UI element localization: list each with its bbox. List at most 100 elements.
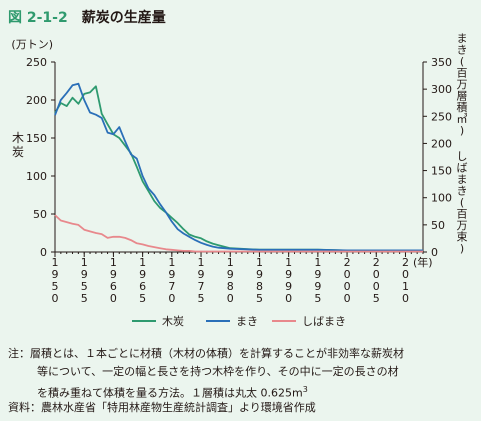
series-line-2: [54, 82, 423, 252]
right-axis-label-top-char: ): [460, 124, 464, 137]
note-line-1: 注：層積とは、１本ごとに材積（木材の体積）を計算することが非効率な薪炭材: [8, 347, 404, 360]
source-note: 資料：農林水産省「特用林産物生産統計調査」より環境省作成: [8, 401, 316, 414]
right-tick-label: 50: [431, 219, 445, 232]
x-tick-digit: 1: [52, 256, 59, 269]
x-tick-digit: 5: [198, 292, 205, 305]
left-tick-label: 250: [26, 56, 47, 69]
right-axis-label-top-char: (: [460, 55, 464, 68]
x-tick-digit: 0: [344, 280, 351, 293]
figure-number: 図 2-1-2: [8, 10, 68, 26]
x-tick-digit: 9: [168, 268, 175, 281]
x-tick-digit: 9: [285, 280, 292, 293]
right-axis-label-bottom: しばまき(百万束): [457, 150, 468, 255]
x-tick-digit: 1: [256, 256, 263, 269]
right-axis-label-top-char: 積: [457, 100, 468, 114]
legend-label-1: 木炭: [162, 315, 184, 328]
right-axis-label-bottom-char: ま: [457, 173, 468, 186]
left-axis-unit: (万トン): [11, 38, 53, 51]
x-tick-digit: 7: [168, 280, 175, 293]
right-tick-label: 150: [431, 165, 452, 178]
right-axis-label-bottom-char: 百: [457, 208, 468, 221]
x-tick-digit: 0: [168, 292, 175, 305]
left-tick-label: 0: [40, 246, 47, 259]
x-tick-digit: 9: [256, 268, 263, 281]
x-tick-digit: 1: [81, 256, 88, 269]
x-tick-digit: 1: [198, 256, 205, 269]
right-tick-label: 200: [431, 137, 452, 150]
x-tick-digit: 2: [373, 256, 380, 269]
figure-title: 図 2-1-2 薪炭の生産量: [8, 7, 166, 27]
series-line-1: [54, 85, 423, 252]
right-tick-label: 300: [431, 83, 452, 96]
x-tick-digit: 1: [402, 280, 409, 293]
x-tick-digit: 0: [227, 292, 234, 305]
chart-legend: 木炭 まき しばまき: [132, 315, 346, 328]
x-tick-digit: 9: [139, 268, 146, 281]
x-tick-digit: 6: [139, 280, 146, 293]
x-tick-digit: 8: [227, 280, 234, 293]
x-tick-digit: 0: [402, 292, 409, 305]
x-tick-digit: 9: [227, 268, 234, 281]
x-tick-digit: 0: [344, 268, 351, 281]
x-tick-digit: 9: [314, 280, 321, 293]
x-tick-digit: 1: [168, 256, 175, 269]
right-axis-label-top-char: き: [457, 44, 468, 57]
series-line-3: [54, 214, 423, 253]
right-axis-label-bottom-char: ば: [457, 162, 468, 175]
x-tick-digit: 5: [52, 280, 59, 293]
chart-series: [54, 82, 423, 253]
right-axis-label-bottom-char: し: [457, 150, 468, 163]
left-tick-label: 100: [26, 170, 47, 183]
x-tick-digit: 5: [314, 292, 321, 305]
left-tick-label: 50: [33, 208, 47, 221]
right-tick-label: 0: [431, 246, 438, 259]
note-line-2: 等について、一定の幅と長さを持つ木枠を作り、その中に一定の長さの材: [37, 365, 399, 378]
x-tick-digit: 0: [110, 292, 117, 305]
x-tick-digit: 9: [81, 268, 88, 281]
right-tick-label: 100: [431, 192, 452, 205]
right-axis-label-bottom-char: き: [457, 185, 468, 198]
right-axis-label-bottom-char: 束: [457, 231, 468, 244]
right-axis-label-bottom-char: (: [460, 196, 464, 209]
x-tick-digit: 9: [314, 268, 321, 281]
note-line-3: を積み重ねて体積を量る方法。１層積は丸太 0.625m3: [37, 381, 308, 403]
left-axis-label: 木炭: [12, 131, 24, 159]
x-tick-digit: 1: [285, 256, 292, 269]
legend-label-2: まき: [236, 315, 258, 328]
right-axis-label-top-char: 層: [457, 90, 468, 103]
left-tick-label: 200: [26, 94, 47, 107]
x-tick-digit: 0: [52, 292, 59, 305]
right-tick-label: 350: [431, 56, 452, 69]
x-tick-digit: 1: [139, 256, 146, 269]
right-axis-label-top-char: 万: [457, 78, 468, 91]
left-axis-char: 木: [12, 131, 24, 145]
note-superscript: 3: [302, 385, 308, 394]
x-tick-digit: 0: [373, 280, 380, 293]
x-tick-digit: 0: [285, 292, 292, 305]
x-tick-digit: 1: [110, 256, 117, 269]
x-tick-digit: 5: [256, 292, 263, 305]
x-tick-digit: 9: [198, 268, 205, 281]
x-tick-digit: 0: [402, 268, 409, 281]
x-tick-digit: 9: [110, 268, 117, 281]
x-tick-digit: 2: [402, 256, 409, 269]
x-axis-unit: (年): [413, 255, 433, 269]
left-axis-char: 炭: [12, 145, 24, 159]
x-tick-digit: 7: [198, 280, 205, 293]
right-axis-label-bottom-char: ): [460, 242, 464, 255]
right-axis-label-top-char: 百: [457, 67, 468, 80]
x-tick-digit: 5: [373, 292, 380, 305]
